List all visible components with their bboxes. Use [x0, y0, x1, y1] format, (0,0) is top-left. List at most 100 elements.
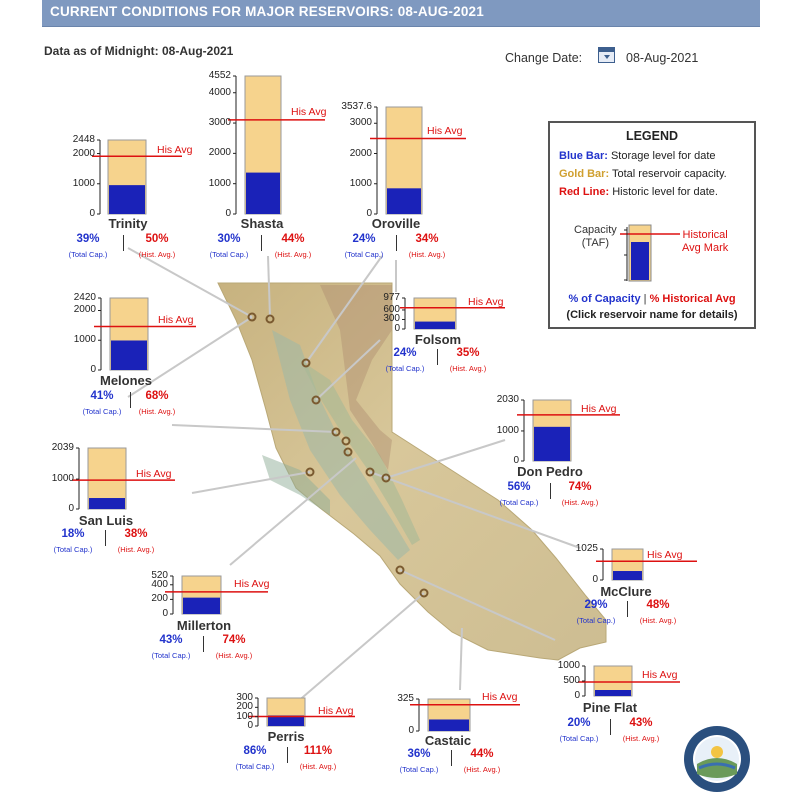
reservoir-name-don-pedro[interactable]: Don Pedro: [517, 464, 583, 479]
folsom-pct-hist-avg: 35%: [456, 347, 480, 359]
reservoir-name-shasta[interactable]: Shasta: [240, 216, 284, 231]
oroville-tick-label: 3537.6: [341, 101, 372, 112]
pine-flat-storage-bar: [595, 690, 631, 696]
san-luis-pct-hist-avg: 38%: [124, 528, 148, 540]
change-date-value[interactable]: 08-Aug-2021: [626, 51, 699, 65]
reservoir-name-castaic[interactable]: Castaic: [424, 733, 472, 748]
legend-gold: Gold Bar: Total reservoir capacity.: [559, 168, 727, 180]
san-luis-pct-capacity: 18%: [61, 528, 85, 540]
legend-sample-chart: [620, 224, 680, 282]
san-luis-divider: [104, 530, 106, 546]
don-pedro-his-avg-label: His Avg: [581, 403, 617, 415]
shasta-hist-avg-caption: (Hist. Avg.): [274, 250, 312, 259]
dwr-seal-icon: [684, 726, 750, 792]
pine-flat-divider: [610, 719, 611, 735]
reservoir-name-oroville[interactable]: Oroville: [371, 216, 421, 231]
folsom-divider: [436, 349, 438, 365]
folsom-tick-label: 300: [383, 313, 400, 325]
mcclure-pct-hist-avg: 48%: [646, 599, 670, 611]
castaic-hist-avg-caption: (Hist. Avg.): [463, 765, 501, 774]
millerton-pct-capacity: 43%: [159, 634, 183, 646]
perris-his-avg-label: His Avg: [318, 705, 354, 717]
pine-flat-tick-label: 500: [563, 675, 580, 686]
shasta-tick-label: 4552: [208, 70, 231, 81]
pine-flat-tick-label: 0: [574, 690, 580, 701]
trinity-total-cap-caption: (Total Cap.): [68, 250, 108, 259]
oroville-pct-hist-avg: 34%: [415, 233, 439, 245]
oroville-tick-label: 3000: [349, 117, 372, 129]
don-pedro-hist-avg-caption: (Hist. Avg.): [561, 498, 599, 507]
san-luis-tick-label: 0: [68, 503, 74, 514]
don-pedro-tick-label: 1000: [496, 424, 519, 436]
oroville-tick-label: 2000: [349, 147, 372, 159]
folsom-hist-avg-caption: (Hist. Avg.): [449, 364, 487, 373]
legend-percent-key: % of Capacity | % Historical Avg: [568, 293, 736, 305]
perris-storage-bar: [268, 715, 304, 726]
shasta-total-cap-caption: (Total Cap.): [209, 250, 249, 259]
trinity-storage-bar: [109, 185, 145, 214]
shasta-storage-bar: [246, 172, 280, 214]
reservoir-name-millerton[interactable]: Millerton: [176, 618, 232, 633]
perris-divider: [286, 747, 288, 763]
mcclure-his-avg-label: His Avg: [647, 549, 683, 561]
page-title: CURRENT CONDITIONS FOR MAJOR RESERVOIRS:…: [50, 4, 484, 19]
reservoir-name-melones[interactable]: Melones: [99, 373, 152, 388]
trinity-pct-capacity: 39%: [76, 233, 100, 245]
san-luis-tick-label: 1000: [51, 473, 74, 485]
oroville-divider: [395, 235, 397, 251]
data-as-of: Data as of Midnight: 08-Aug-2021: [44, 44, 234, 58]
castaic-tick-label: 325: [397, 693, 414, 704]
mcclure-tick-label: 1025: [575, 543, 598, 554]
shasta-tick-label: 2000: [208, 147, 231, 159]
legend-click-hint: (Click reservoir name for details): [566, 309, 738, 321]
perris-total-cap-caption: (Total Cap.): [235, 762, 275, 771]
legend-capacity-label: Capacity (TAF): [574, 224, 617, 249]
castaic-tick-label: 0: [408, 725, 414, 736]
millerton-storage-bar: [183, 597, 220, 614]
perris-pct-capacity: 86%: [243, 745, 267, 757]
perris-pct-hist-avg: 111%: [303, 745, 333, 757]
reservoir-name-perris[interactable]: Perris: [267, 729, 305, 744]
folsom-his-avg-label: His Avg: [468, 296, 504, 308]
shasta-tick-label: 1000: [208, 177, 231, 189]
shasta-pct-capacity: 30%: [217, 233, 241, 245]
melones-divider: [129, 392, 131, 408]
trinity-divider: [122, 235, 124, 251]
melones-tick-label: 1000: [73, 334, 96, 346]
shasta-tick-label: 4000: [208, 86, 231, 98]
shasta-tick-label: 3000: [208, 117, 231, 129]
melones-pct-capacity: 41%: [90, 390, 114, 402]
melones-pct-hist-avg: 68%: [145, 390, 169, 402]
pine-flat-tick-label: 1000: [557, 660, 580, 671]
legend-red: Red Line: Historic level for date.: [559, 186, 718, 198]
pine-flat-hist-avg-caption: (Hist. Avg.): [622, 734, 660, 743]
oroville-tick-label: 0: [366, 208, 372, 219]
perris-tick-label: 200: [236, 701, 253, 713]
reservoir-name-mcclure[interactable]: McClure: [600, 584, 652, 599]
san-luis-tick-label: 2039: [51, 442, 74, 453]
millerton-his-avg-label: His Avg: [234, 578, 270, 590]
pine-flat-pct-capacity: 20%: [567, 717, 591, 729]
legend-blue: Blue Bar: Storage level for date: [559, 150, 716, 162]
folsom-storage-bar: [415, 321, 455, 329]
shasta-his-avg-label: His Avg: [291, 106, 327, 118]
reservoir-name-san-luis[interactable]: San Luis: [78, 513, 134, 528]
don-pedro-divider: [549, 483, 551, 499]
oroville-hist-avg-caption: (Hist. Avg.): [408, 250, 446, 259]
perris-tick-label: 300: [236, 692, 253, 703]
reservoir-name-trinity[interactable]: Trinity: [108, 216, 148, 231]
san-luis-storage-bar: [89, 498, 125, 509]
reservoir-name-folsom[interactable]: Folsom: [414, 332, 462, 347]
calendar-icon[interactable]: [598, 47, 615, 63]
san-luis-his-avg-label: His Avg: [136, 468, 172, 480]
reservoir-name-pine-flat[interactable]: Pine Flat: [582, 700, 638, 715]
mcclure-total-cap-caption: (Total Cap.): [576, 616, 616, 625]
